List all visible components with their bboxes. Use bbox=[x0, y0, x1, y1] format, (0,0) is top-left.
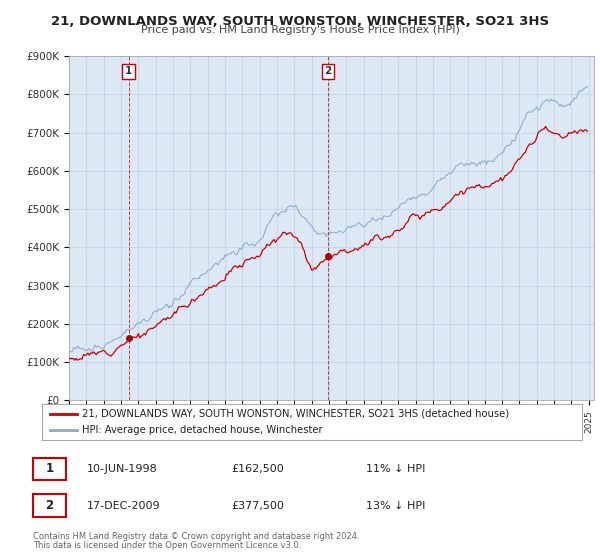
Text: 2: 2 bbox=[46, 499, 53, 512]
Text: £162,500: £162,500 bbox=[231, 464, 284, 474]
Text: 1: 1 bbox=[46, 462, 53, 475]
Text: 17-DEC-2009: 17-DEC-2009 bbox=[87, 501, 161, 511]
Text: Price paid vs. HM Land Registry's House Price Index (HPI): Price paid vs. HM Land Registry's House … bbox=[140, 25, 460, 35]
Text: 13% ↓ HPI: 13% ↓ HPI bbox=[366, 501, 425, 511]
Text: 11% ↓ HPI: 11% ↓ HPI bbox=[366, 464, 425, 474]
Text: £377,500: £377,500 bbox=[231, 501, 284, 511]
Text: 2: 2 bbox=[325, 66, 332, 76]
Text: HPI: Average price, detached house, Winchester: HPI: Average price, detached house, Winc… bbox=[83, 425, 323, 435]
Text: 21, DOWNLANDS WAY, SOUTH WONSTON, WINCHESTER, SO21 3HS: 21, DOWNLANDS WAY, SOUTH WONSTON, WINCHE… bbox=[51, 15, 549, 27]
Text: 21, DOWNLANDS WAY, SOUTH WONSTON, WINCHESTER, SO21 3HS (detached house): 21, DOWNLANDS WAY, SOUTH WONSTON, WINCHE… bbox=[83, 409, 509, 419]
Text: 1: 1 bbox=[125, 66, 132, 76]
Text: Contains HM Land Registry data © Crown copyright and database right 2024.: Contains HM Land Registry data © Crown c… bbox=[33, 532, 359, 541]
Text: 10-JUN-1998: 10-JUN-1998 bbox=[87, 464, 158, 474]
Text: This data is licensed under the Open Government Licence v3.0.: This data is licensed under the Open Gov… bbox=[33, 542, 301, 550]
